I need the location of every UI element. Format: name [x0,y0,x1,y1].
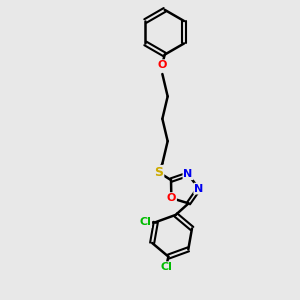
Text: N: N [183,169,193,179]
Text: O: O [158,60,167,70]
Text: S: S [154,166,163,179]
Text: N: N [194,184,203,194]
Text: Cl: Cl [139,217,151,227]
Text: Cl: Cl [160,262,172,272]
Text: O: O [167,193,176,203]
